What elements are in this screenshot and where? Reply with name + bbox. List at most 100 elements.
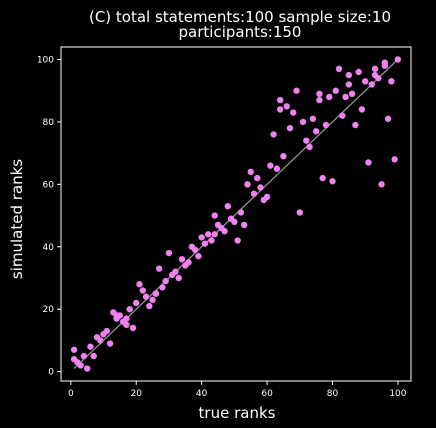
x-tick-label: 40 (196, 389, 208, 399)
y-tick-label: 0 (48, 368, 54, 378)
data-point (123, 321, 130, 329)
x-tick-label: 80 (327, 389, 339, 399)
data-point (267, 162, 274, 169)
data-point (303, 137, 310, 144)
data-point (368, 81, 375, 88)
data-point (342, 93, 349, 101)
data-point (286, 124, 294, 132)
y-axis-label: simulated ranks (8, 159, 26, 279)
data-point (142, 293, 150, 300)
data-point (123, 315, 130, 322)
data-point (234, 237, 241, 244)
data-point (371, 71, 379, 79)
data-point (283, 103, 290, 110)
data-point (273, 165, 281, 172)
data-point (316, 90, 323, 98)
data-point (247, 168, 254, 176)
y-tick-label: 100 (37, 55, 54, 65)
data-point (345, 71, 353, 79)
data-point (388, 78, 395, 85)
data-point (257, 184, 264, 191)
data-point (149, 296, 156, 304)
data-point (263, 193, 271, 201)
data-point (306, 143, 313, 151)
data-point (172, 268, 179, 275)
data-point (332, 87, 339, 94)
data-point (113, 312, 120, 319)
data-point (254, 174, 261, 182)
x-tick-label: 20 (131, 389, 143, 399)
data-point (175, 274, 182, 282)
data-point (276, 106, 284, 113)
data-point (355, 68, 362, 76)
data-point (90, 352, 97, 360)
data-point (146, 302, 153, 310)
data-point (77, 362, 84, 369)
data-point (362, 78, 369, 85)
data-point (165, 249, 173, 257)
data-point (83, 365, 91, 372)
data-point (293, 87, 300, 94)
data-point (152, 290, 160, 297)
data-point (231, 218, 238, 226)
y-tick-label: 20 (43, 305, 55, 315)
data-point (319, 174, 326, 182)
y-tick-label: 60 (43, 180, 55, 190)
data-point (185, 259, 192, 266)
data-point (322, 121, 330, 129)
data-point (136, 281, 143, 288)
data-point (240, 221, 248, 229)
data-point (87, 343, 94, 350)
data-point (365, 159, 372, 166)
data-point (335, 65, 343, 73)
data-point (126, 306, 133, 313)
data-point (195, 252, 202, 260)
x-tick-label: 0 (68, 389, 74, 399)
plot-frame (60, 46, 412, 382)
data-point (345, 81, 353, 88)
data-point (162, 277, 169, 285)
data-point (316, 96, 323, 104)
data-point (103, 327, 110, 335)
data-point (129, 324, 137, 332)
data-point (339, 112, 346, 119)
data-point (329, 178, 336, 185)
data-point (139, 287, 146, 294)
data-point (280, 153, 287, 160)
data-point (391, 156, 398, 163)
data-point (358, 106, 366, 113)
data-point (198, 234, 205, 241)
data-point (191, 246, 199, 254)
data-point (312, 128, 320, 135)
data-point (326, 93, 333, 101)
data-point (155, 265, 163, 272)
x-tick-label: 100 (389, 389, 406, 399)
data-point (378, 181, 385, 188)
data-point (309, 115, 317, 122)
data-point (394, 56, 402, 63)
x-axis-label: true ranks (199, 404, 276, 422)
data-point (384, 115, 392, 122)
chart-title-line2: participants:150 (179, 23, 302, 41)
data-point (106, 340, 114, 347)
data-point (80, 352, 88, 360)
data-point (211, 212, 218, 219)
plot-area: 0 20 40 60 80 100 0 20 40 60 80 100 (37, 46, 412, 399)
data-point (237, 209, 245, 216)
data-point (250, 190, 258, 197)
y-tick-label: 80 (43, 118, 55, 128)
data-point (204, 231, 212, 238)
data-point (244, 181, 251, 188)
data-point (352, 121, 359, 129)
data-point (290, 109, 297, 116)
data-point (270, 131, 277, 138)
data-point (348, 90, 356, 98)
data-point (70, 346, 78, 353)
data-point (208, 237, 215, 244)
data-point (97, 337, 104, 344)
y-tick-label: 40 (43, 243, 55, 253)
data-point (201, 240, 209, 247)
data-point (221, 227, 228, 235)
